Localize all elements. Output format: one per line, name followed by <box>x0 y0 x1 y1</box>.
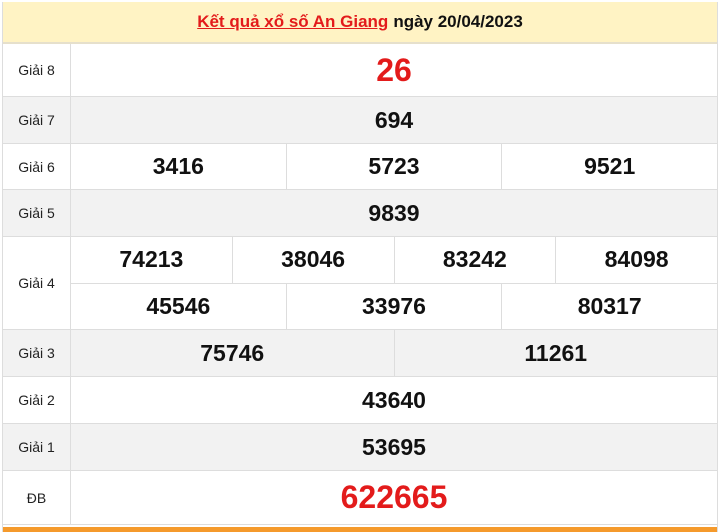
prize-label: Giải 1 <box>3 424 71 470</box>
prize-number: 33976 <box>285 283 502 329</box>
prize-label: Giải 6 <box>3 144 71 189</box>
draw-date: ngày 20/04/2023 <box>393 12 523 31</box>
table-header: Kết quả xổ số An Giang ngày 20/04/2023 <box>3 2 717 44</box>
prize-number: 45546 <box>146 292 211 319</box>
footer-bar <box>3 527 717 532</box>
province-results-link[interactable]: Kết quả xổ số An Giang <box>197 12 389 31</box>
prize-number: 84098 <box>555 237 717 283</box>
prize-row: ĐB 622665 <box>3 471 717 525</box>
prize-row: Giải 5 9839 <box>3 190 717 237</box>
prize-number: 694 <box>374 106 414 133</box>
prize-number: 26 <box>376 51 412 88</box>
prize-number: 53695 <box>362 433 426 460</box>
prize-row: Giải 6 3416 5723 9521 <box>3 144 717 190</box>
prize-number: 9521 <box>501 144 717 189</box>
prize-label: Giải 4 <box>3 237 71 329</box>
prize-number: 80317 <box>501 283 717 329</box>
prize-label: Giải 5 <box>3 190 71 236</box>
prize-label: Giải 7 <box>3 97 71 143</box>
prize-label: Giải 2 <box>3 377 71 423</box>
prize-row: Giải 2 43640 <box>3 377 717 424</box>
prize-number: 83242 <box>393 237 556 283</box>
prize-number: 3416 <box>152 153 204 179</box>
prize-number: 43640 <box>362 386 426 413</box>
prize-number: 9839 <box>368 199 420 226</box>
prize-row: Giải 4 74213 38046 83242 84098 45546 33976 8031… <box>3 237 717 330</box>
prize-number: 11261 <box>393 330 718 376</box>
prize-label: ĐB <box>3 471 71 524</box>
prize-number: 5723 <box>285 144 502 189</box>
prize-number: 75746 <box>200 339 265 366</box>
prize-row: Giải 1 53695 <box>3 424 717 471</box>
prize-row: Giải 8 26 <box>3 44 717 97</box>
prize-number: 622665 <box>340 479 448 515</box>
prize-number: 38046 <box>231 237 394 283</box>
prize-row: Giải 3 75746 11261 <box>3 330 717 377</box>
prize-label: Giải 3 <box>3 330 71 376</box>
prize-label: Giải 8 <box>3 44 71 96</box>
prize-row: Giải 7 694 <box>3 97 717 144</box>
prize-number: 74213 <box>119 246 184 273</box>
